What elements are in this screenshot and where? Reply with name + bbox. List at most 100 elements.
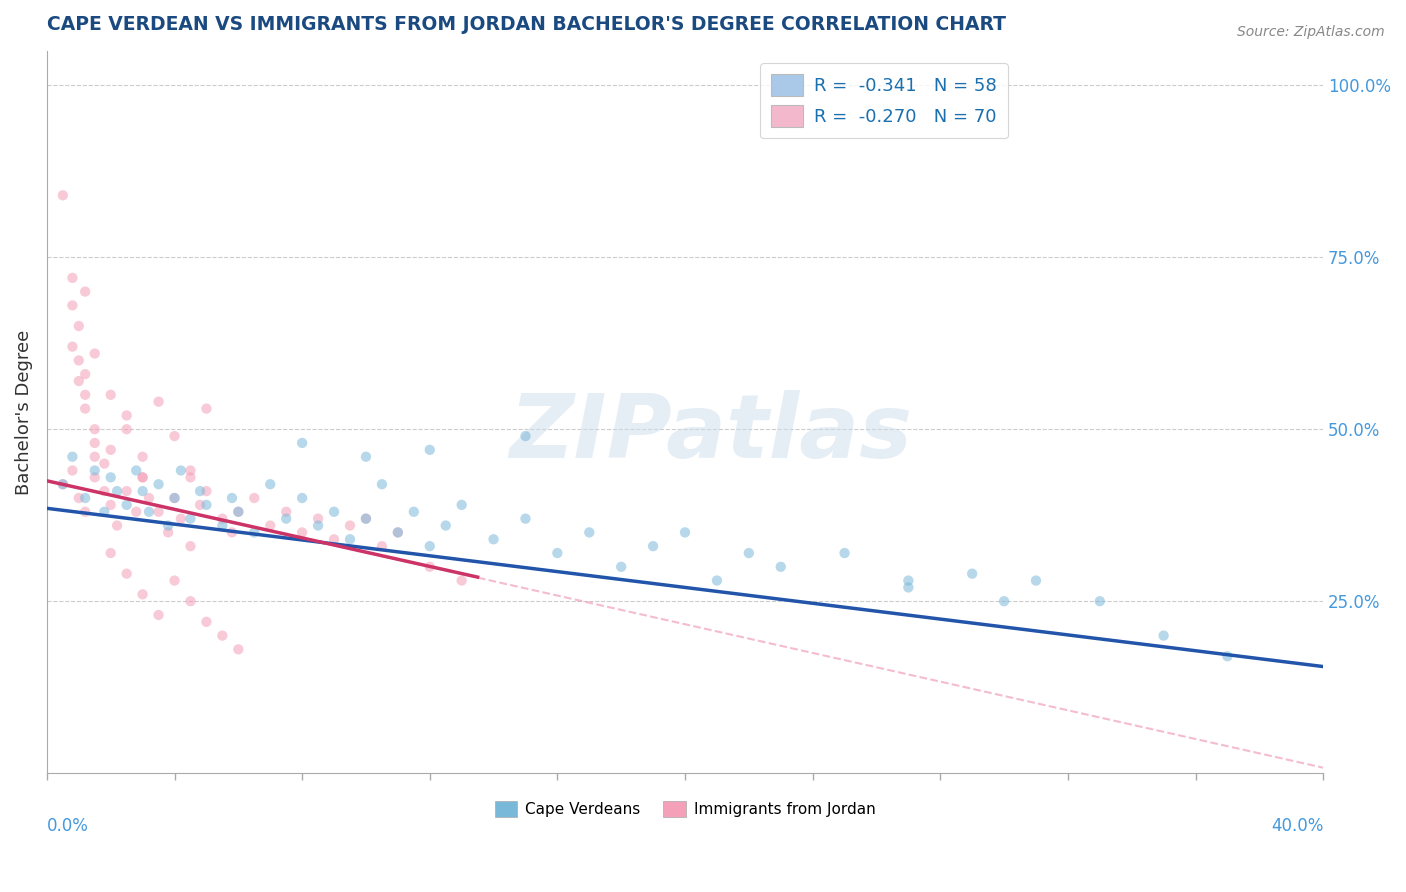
Y-axis label: Bachelor's Degree: Bachelor's Degree xyxy=(15,329,32,495)
Point xyxy=(115,498,138,512)
Point xyxy=(897,574,920,588)
Point xyxy=(148,505,170,519)
Point xyxy=(195,401,218,416)
Point xyxy=(100,388,122,402)
Point xyxy=(188,484,211,499)
Point xyxy=(339,533,361,547)
Point xyxy=(195,615,218,629)
Point xyxy=(179,594,201,608)
Point xyxy=(52,477,75,491)
Point xyxy=(67,318,90,333)
Point xyxy=(434,518,457,533)
Point xyxy=(163,574,186,588)
Point xyxy=(515,429,537,443)
Point xyxy=(450,498,472,512)
Point xyxy=(179,463,201,477)
Point xyxy=(83,346,105,360)
Point xyxy=(163,491,186,505)
Point xyxy=(323,533,346,547)
Point xyxy=(706,574,728,588)
Point xyxy=(75,505,97,519)
Point xyxy=(148,477,170,491)
Point xyxy=(387,525,409,540)
Point xyxy=(960,566,983,581)
Point xyxy=(100,442,122,457)
Point xyxy=(738,546,761,560)
Point xyxy=(115,566,138,581)
Point xyxy=(131,484,153,499)
Point xyxy=(75,367,97,381)
Point xyxy=(131,470,153,484)
Point xyxy=(83,422,105,436)
Point xyxy=(52,477,75,491)
Point xyxy=(105,518,128,533)
Point xyxy=(188,498,211,512)
Point xyxy=(291,525,314,540)
Point xyxy=(157,525,180,540)
Point xyxy=(62,298,84,312)
Point xyxy=(482,533,505,547)
Point xyxy=(259,518,281,533)
Point xyxy=(100,546,122,560)
Point xyxy=(221,491,243,505)
Point xyxy=(276,511,298,525)
Point xyxy=(131,450,153,464)
Point xyxy=(578,525,600,540)
Point xyxy=(419,559,441,574)
Point xyxy=(105,484,128,499)
Point xyxy=(125,505,148,519)
Point xyxy=(163,429,186,443)
Point xyxy=(897,581,920,595)
Point xyxy=(93,484,115,499)
Point xyxy=(83,436,105,450)
Point xyxy=(148,394,170,409)
Point xyxy=(67,374,90,388)
Point xyxy=(228,505,250,519)
Point xyxy=(163,491,186,505)
Point xyxy=(211,629,233,643)
Point xyxy=(195,498,218,512)
Point xyxy=(115,484,138,499)
Point xyxy=(75,401,97,416)
Point xyxy=(179,539,201,553)
Point xyxy=(62,463,84,477)
Point xyxy=(402,505,425,519)
Point xyxy=(673,525,696,540)
Point xyxy=(115,422,138,436)
Point xyxy=(515,511,537,525)
Point xyxy=(221,525,243,540)
Point xyxy=(546,546,568,560)
Point xyxy=(138,491,160,505)
Point xyxy=(115,409,138,423)
Legend: R =  -0.341   N = 58, R =  -0.270   N = 70: R = -0.341 N = 58, R = -0.270 N = 70 xyxy=(761,63,1008,138)
Point xyxy=(769,559,792,574)
Point xyxy=(75,285,97,299)
Point xyxy=(83,450,105,464)
Point xyxy=(67,353,90,368)
Point xyxy=(52,188,75,202)
Point xyxy=(62,271,84,285)
Point xyxy=(67,491,90,505)
Point xyxy=(354,511,377,525)
Point xyxy=(339,518,361,533)
Point xyxy=(307,511,329,525)
Point xyxy=(450,574,472,588)
Point xyxy=(83,463,105,477)
Point xyxy=(993,594,1015,608)
Point xyxy=(93,505,115,519)
Point xyxy=(211,511,233,525)
Point xyxy=(157,518,180,533)
Point xyxy=(387,525,409,540)
Text: Source: ZipAtlas.com: Source: ZipAtlas.com xyxy=(1237,25,1385,39)
Point xyxy=(354,511,377,525)
Point xyxy=(243,491,266,505)
Text: ZIPatlas: ZIPatlas xyxy=(509,390,912,477)
Point xyxy=(211,518,233,533)
Point xyxy=(170,463,193,477)
Point xyxy=(131,470,153,484)
Point xyxy=(179,511,201,525)
Point xyxy=(1153,629,1175,643)
Text: CAPE VERDEAN VS IMMIGRANTS FROM JORDAN BACHELOR'S DEGREE CORRELATION CHART: CAPE VERDEAN VS IMMIGRANTS FROM JORDAN B… xyxy=(46,15,1005,34)
Point xyxy=(354,450,377,464)
Text: 40.0%: 40.0% xyxy=(1271,816,1323,835)
